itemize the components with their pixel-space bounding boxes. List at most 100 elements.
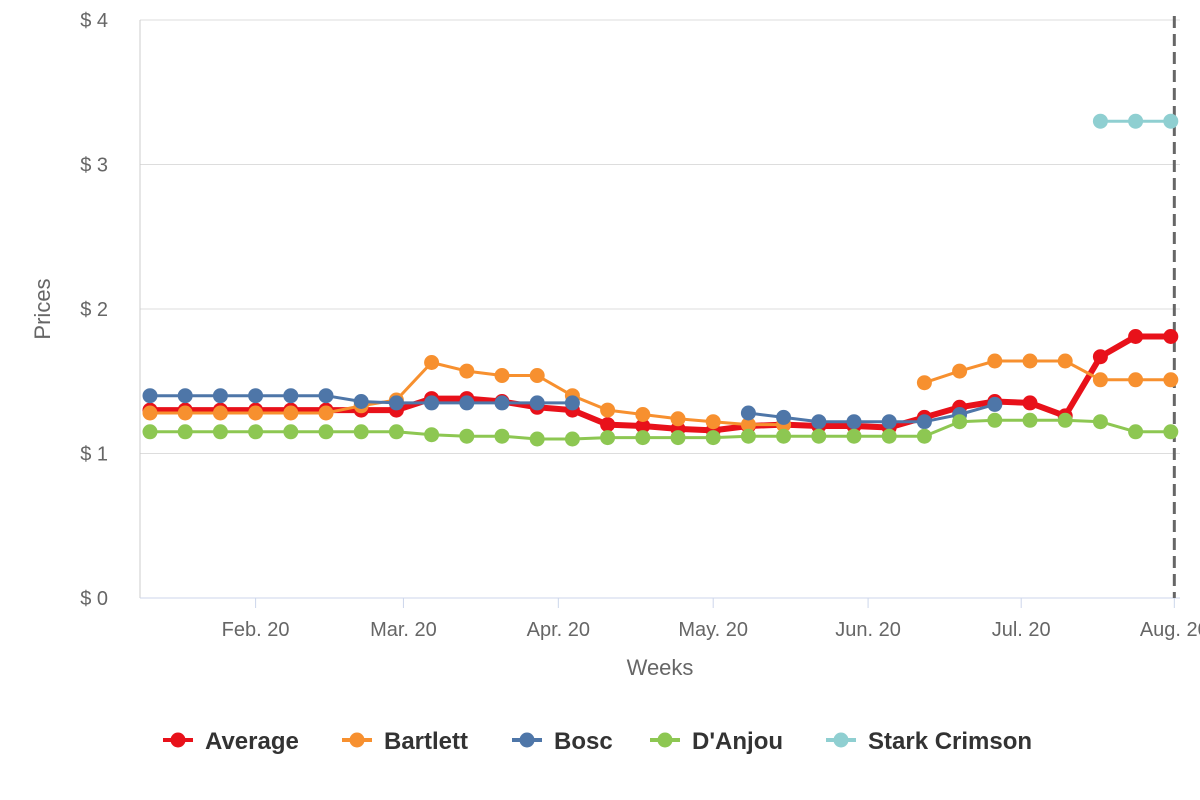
y-axis-title: Prices: [30, 278, 55, 339]
data-point[interactable]: [635, 430, 651, 446]
data-point[interactable]: [248, 388, 264, 404]
data-point[interactable]: [318, 388, 334, 404]
data-point[interactable]: [212, 424, 228, 440]
legend-label: Bosc: [554, 728, 613, 755]
x-tick-labels: Feb. 20 Mar. 20 Apr. 20 May. 20 Jun. 20 Jul. …: [222, 598, 1200, 641]
data-point[interactable]: [459, 363, 475, 379]
data-point[interactable]: [916, 428, 932, 444]
legend-item[interactable]: Bosc: [512, 728, 613, 755]
data-point[interactable]: [670, 411, 686, 427]
data-point[interactable]: [846, 414, 862, 430]
data-point[interactable]: [353, 424, 369, 440]
data-point[interactable]: [1163, 113, 1179, 129]
data-point[interactable]: [1092, 349, 1108, 365]
data-point[interactable]: [564, 431, 580, 447]
x-tick-label: Apr. 20: [527, 619, 590, 641]
data-point[interactable]: [635, 407, 651, 422]
data-point[interactable]: [494, 428, 510, 444]
data-point[interactable]: [142, 424, 158, 440]
data-point[interactable]: [353, 394, 369, 409]
data-point[interactable]: [811, 414, 827, 430]
data-point[interactable]: [987, 412, 1003, 428]
series-bartlett: [142, 353, 1179, 433]
data-point[interactable]: [1092, 372, 1108, 388]
data-point[interactable]: [600, 430, 616, 446]
data-point[interactable]: [600, 417, 616, 433]
data-point[interactable]: [529, 395, 545, 411]
data-point[interactable]: [1128, 113, 1144, 129]
data-point[interactable]: [1163, 372, 1179, 388]
data-point[interactable]: [283, 388, 299, 404]
legend-label: Stark Crimson: [868, 728, 1032, 755]
data-point[interactable]: [1128, 372, 1144, 388]
data-point[interactable]: [248, 424, 264, 440]
data-point[interactable]: [494, 368, 510, 383]
legend-label: Bartlett: [384, 728, 468, 755]
data-point[interactable]: [705, 430, 721, 446]
data-point[interactable]: [1022, 353, 1038, 369]
data-point[interactable]: [177, 405, 193, 421]
data-point[interactable]: [318, 424, 334, 440]
data-point[interactable]: [388, 424, 404, 440]
data-point[interactable]: [564, 395, 580, 411]
data-point[interactable]: [1163, 424, 1179, 440]
data-point[interactable]: [1128, 424, 1144, 440]
data-point[interactable]: [1128, 329, 1144, 344]
data-point[interactable]: [283, 424, 299, 440]
grid-lines: [140, 19, 1180, 599]
data-point[interactable]: [740, 428, 756, 444]
data-point[interactable]: [1057, 412, 1073, 428]
legend-item[interactable]: D'Anjou: [650, 728, 783, 755]
y-tick-label: $ 2: [80, 299, 108, 321]
data-point[interactable]: [459, 428, 475, 444]
legend-item[interactable]: Stark Crimson: [826, 728, 1032, 755]
data-point[interactable]: [600, 402, 616, 418]
data-point[interactable]: [952, 363, 968, 379]
data-point[interactable]: [212, 405, 228, 421]
axes: [139, 20, 1180, 599]
data-point[interactable]: [424, 427, 440, 443]
data-point[interactable]: [776, 409, 792, 425]
data-point[interactable]: [1163, 329, 1179, 344]
data-point[interactable]: [142, 405, 158, 421]
data-point[interactable]: [459, 395, 475, 411]
data-point[interactable]: [916, 414, 932, 430]
data-point[interactable]: [846, 428, 862, 444]
data-point[interactable]: [177, 424, 193, 440]
data-point[interactable]: [987, 353, 1003, 369]
data-point[interactable]: [212, 388, 228, 404]
data-point[interactable]: [635, 418, 651, 434]
data-point[interactable]: [529, 431, 545, 447]
data-point[interactable]: [1092, 113, 1108, 129]
series-d-anjou: [142, 412, 1179, 447]
data-point[interactable]: [177, 388, 193, 404]
data-point[interactable]: [740, 417, 756, 433]
data-point[interactable]: [283, 405, 299, 421]
data-point[interactable]: [1057, 353, 1073, 369]
data-point[interactable]: [987, 396, 1003, 412]
data-point[interactable]: [1092, 414, 1108, 430]
data-point[interactable]: [1022, 412, 1038, 428]
data-point[interactable]: [318, 405, 334, 421]
data-point[interactable]: [424, 395, 440, 411]
legend-item[interactable]: Average: [163, 728, 299, 755]
data-point[interactable]: [740, 405, 756, 421]
data-point[interactable]: [494, 395, 510, 411]
data-point[interactable]: [529, 368, 545, 383]
legend-item[interactable]: Bartlett: [342, 728, 468, 755]
data-point[interactable]: [881, 428, 897, 444]
data-point[interactable]: [705, 414, 721, 430]
data-point[interactable]: [1022, 395, 1038, 411]
data-point[interactable]: [670, 430, 686, 446]
data-point[interactable]: [811, 428, 827, 444]
data-point[interactable]: [916, 375, 932, 391]
data-point[interactable]: [142, 388, 158, 404]
data-point[interactable]: [881, 414, 897, 430]
data-point[interactable]: [952, 414, 968, 430]
data-point[interactable]: [388, 395, 404, 411]
data-point[interactable]: [776, 428, 792, 444]
data-point[interactable]: [248, 405, 264, 421]
data-point[interactable]: [424, 355, 440, 370]
legend-label: Average: [205, 728, 299, 755]
